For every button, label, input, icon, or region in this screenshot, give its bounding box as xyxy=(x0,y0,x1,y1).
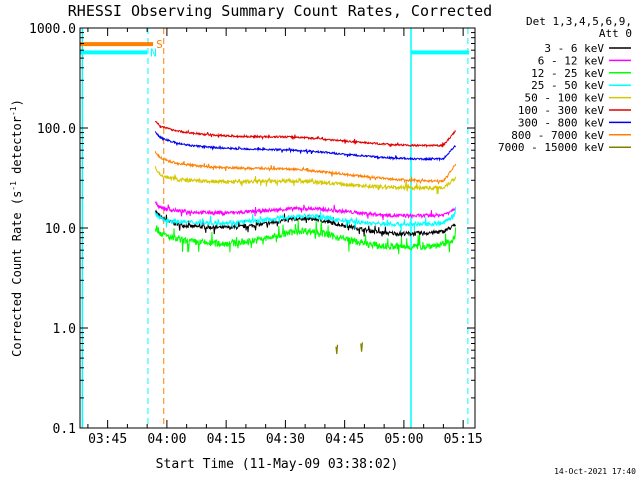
legend-label-800-7000-kev: 800 - 7000 keV xyxy=(511,129,604,142)
series-25-50-kev xyxy=(154,206,457,232)
x-tick-label: 04:00 xyxy=(147,432,186,447)
series-line xyxy=(154,219,457,255)
y-tick-label: 1.0 xyxy=(53,322,76,337)
y-tick-label: 1000.0 xyxy=(29,22,76,37)
series-12-25-kev xyxy=(154,219,457,255)
legend-label-50-100-kev: 50 - 100 keV xyxy=(525,92,605,105)
flag-bar xyxy=(411,50,470,55)
x-tick-label: 04:30 xyxy=(266,432,305,447)
y-axis-label: Corrected Count Rate (s-1 detector-1) xyxy=(9,99,24,357)
flag-letter: N xyxy=(150,46,157,59)
series-line xyxy=(154,131,457,162)
y-axis: 1000.0 100.0 10.0 1.0 0.1 xyxy=(29,22,475,437)
y-tick-label: 10.0 xyxy=(45,222,76,237)
flag-letter: S xyxy=(156,38,163,51)
x-axis-label: Start Time (11-May-09 03:38:02) xyxy=(156,457,399,472)
y-tick-label: 0.1 xyxy=(53,422,76,437)
x-tick-label: 03:45 xyxy=(88,432,127,447)
flag-bar xyxy=(80,42,154,47)
series-line xyxy=(154,209,457,238)
series-100-300-kev xyxy=(154,120,457,149)
legend-label-6-12-kev: 6 - 12 keV xyxy=(538,54,605,67)
legend-label-7000-15000-kev: 7000 - 15000 keV xyxy=(498,141,604,154)
series-7000-15000-kev xyxy=(335,342,363,355)
flag-bar xyxy=(80,50,148,55)
x-tick-label: 04:45 xyxy=(325,432,364,447)
y-tick-label: 100.0 xyxy=(37,122,76,137)
series-segment xyxy=(335,344,339,355)
x-tick-label: 05:15 xyxy=(444,432,483,447)
series-50-100-kev xyxy=(154,165,457,195)
series-800-7000-kev xyxy=(154,151,457,185)
x-tick-label: 05:00 xyxy=(384,432,423,447)
legend-label-100-300-kev: 100 - 300 keV xyxy=(518,104,604,117)
legend-label-25-50-kev: 25 - 50 keV xyxy=(531,79,604,92)
legend-label-300-800-kev: 300 - 800 keV xyxy=(518,116,604,129)
series-line xyxy=(154,200,457,221)
x-tick-label: 04:15 xyxy=(207,432,246,447)
series-line xyxy=(154,206,457,232)
series-6-12-kev xyxy=(154,200,457,221)
legend-label-3-6-kev: 3 - 6 keV xyxy=(544,42,604,55)
legend-header-line-1: Det 1,3,4,5,6,9, xyxy=(526,15,632,28)
series-segment xyxy=(360,342,363,352)
series-300-800-kev xyxy=(154,131,457,162)
chart-title: RHESSI Observing Summary Count Rates, Co… xyxy=(68,2,492,20)
footer-timestamp: 14-Oct-2021 17:40 xyxy=(554,467,636,476)
series-line xyxy=(154,120,457,149)
series-3-6-kev xyxy=(154,209,457,238)
legend-header-line-2: Att 0 xyxy=(599,27,632,40)
legend-label-12-25-kev: 12 - 25 keV xyxy=(531,67,604,80)
x-axis: 03:45 04:00 04:15 04:30 04:45 05:00 05:15 xyxy=(87,28,483,447)
plot-frame xyxy=(79,27,476,429)
series-line xyxy=(154,151,457,185)
series-line xyxy=(154,165,457,195)
